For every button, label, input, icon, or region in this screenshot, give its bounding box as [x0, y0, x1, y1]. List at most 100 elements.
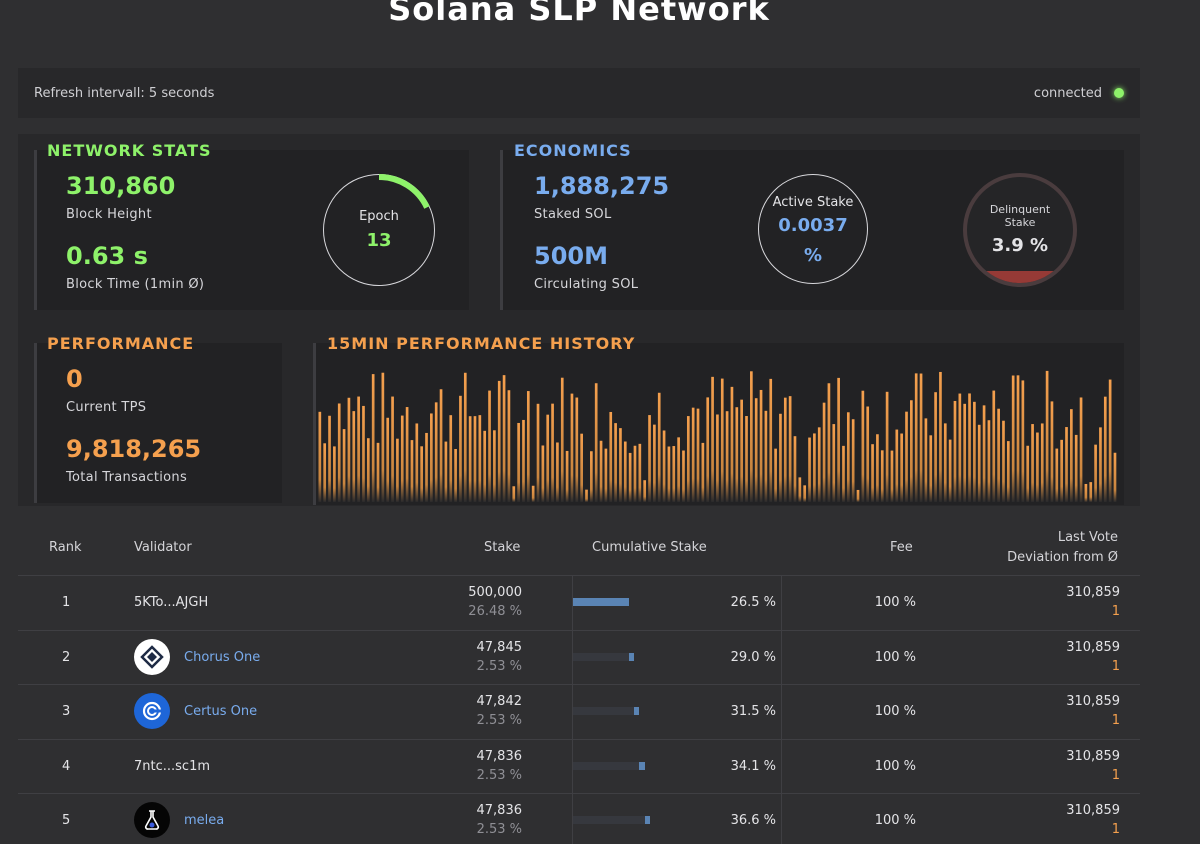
- column-divider: [781, 794, 782, 844]
- performance-history-chart: [318, 370, 1117, 502]
- cumulative-stake-bar: [573, 816, 650, 824]
- history-bar: [1079, 397, 1083, 502]
- current-tps-value: 0: [66, 365, 83, 393]
- header-stake[interactable]: Stake: [484, 540, 521, 555]
- table-row[interactable]: 3 Certus One 47,842 2.53 % 31.5 % 100 % …: [18, 684, 1140, 739]
- history-bar: [337, 403, 341, 502]
- history-bar: [478, 415, 482, 502]
- history-bar: [1040, 423, 1044, 502]
- status-bar: Refresh intervall: 5 seconds connected: [18, 68, 1140, 118]
- block-height-label: Block Height: [66, 207, 152, 222]
- history-bar: [420, 446, 423, 502]
- history-bar: [764, 410, 768, 502]
- delinquent-stake-gauge: Delinquent Stake 3.9 %: [963, 173, 1077, 287]
- header-last-vote[interactable]: Last Vote: [1057, 530, 1118, 545]
- history-bar: [599, 440, 603, 502]
- history-bar: [575, 397, 579, 502]
- history-bar: [1050, 401, 1054, 502]
- history-bar: [793, 436, 797, 502]
- history-bar: [1084, 483, 1088, 502]
- cumulative-stake-bar-segment: [633, 707, 640, 715]
- header-rank[interactable]: Rank: [49, 540, 82, 555]
- header-fee[interactable]: Fee: [890, 540, 913, 555]
- history-bar: [798, 477, 802, 502]
- performance-heading: PERFORMANCE: [47, 334, 195, 353]
- history-bar: [943, 423, 947, 502]
- rank-cell: 1: [62, 595, 71, 610]
- fee-value: 100 %: [874, 649, 916, 665]
- history-bar: [783, 397, 787, 502]
- history-bar: [880, 450, 884, 502]
- history-bar: [653, 424, 656, 502]
- history-bar: [677, 437, 680, 502]
- header-deviation[interactable]: Deviation from Ø: [1007, 550, 1118, 565]
- delinquent-stake-value: 3.9 %: [991, 235, 1049, 256]
- table-row[interactable]: 5 melea 47,836 2.53 % 36.6 % 100 % 310,8…: [18, 793, 1140, 844]
- cumulative-stake-percent: 26.5 %: [730, 595, 776, 610]
- fee-value: 100 %: [874, 758, 916, 774]
- history-bar: [580, 433, 583, 502]
- history-bar: [362, 405, 365, 502]
- history-bar: [1045, 370, 1049, 502]
- epoch-progress-arc: [378, 173, 430, 209]
- fee-value: 100 %: [874, 704, 916, 719]
- history-bar: [1026, 445, 1030, 502]
- history-bar: [463, 372, 467, 502]
- header-validator[interactable]: Validator: [134, 540, 192, 555]
- economics-heading: ECONOMICS: [514, 141, 632, 160]
- history-bar: [415, 423, 419, 502]
- history-bar: [328, 415, 331, 502]
- history-bar: [851, 419, 855, 502]
- history-bar: [410, 440, 414, 502]
- history-bar: [425, 432, 428, 502]
- history-bar: [333, 446, 336, 502]
- validator-name[interactable]: Certus One: [184, 704, 258, 719]
- history-bar: [1099, 427, 1102, 502]
- history-bar: [808, 437, 811, 502]
- history-bar: [517, 422, 520, 502]
- history-bar: [701, 442, 705, 502]
- history-bar: [628, 452, 632, 502]
- history-bar: [696, 408, 700, 502]
- history-bar: [657, 392, 661, 502]
- history-bar: [1060, 439, 1063, 502]
- column-divider: [781, 685, 782, 739]
- history-bar: [473, 416, 477, 502]
- history-bar: [619, 428, 622, 502]
- history-bar: [754, 398, 758, 502]
- history-bar: [1016, 375, 1020, 502]
- history-bar: [740, 399, 743, 502]
- history-bar: [507, 390, 511, 502]
- fee-value: 100 %: [874, 595, 916, 610]
- history-bar: [483, 430, 487, 502]
- history-bar: [856, 489, 860, 502]
- history-bar: [725, 411, 729, 502]
- validator-name[interactable]: Chorus One: [184, 649, 261, 665]
- history-bar: [546, 414, 550, 502]
- history-bar: [1103, 396, 1107, 502]
- history-bar: [459, 395, 462, 502]
- history-bar: [570, 393, 574, 502]
- header-cumulative-stake[interactable]: Cumulative Stake: [592, 540, 707, 555]
- table-row[interactable]: 2 Chorus One 47,845 2.53 % 29.0 % 100 % …: [18, 629, 1140, 685]
- history-bar: [614, 423, 617, 502]
- stake-percent: 2.53 %: [476, 767, 522, 783]
- total-transactions-value: 9,818,265: [66, 435, 202, 463]
- stake-percent: 2.53 %: [476, 822, 522, 837]
- cumulative-stake-bar-segment: [628, 652, 634, 661]
- history-bar: [876, 434, 879, 502]
- stake-percent: 2.53 %: [476, 713, 522, 728]
- history-bar: [468, 416, 472, 502]
- validator-name[interactable]: melea: [184, 813, 225, 828]
- history-bar: [1074, 434, 1078, 502]
- history-bar: [391, 396, 394, 502]
- history-bar: [817, 427, 821, 502]
- history-bar: [396, 438, 399, 502]
- history-bar: [832, 424, 836, 502]
- dashboard: NETWORK STATS 310,860 Block Height 0.63 …: [18, 134, 1140, 506]
- history-bar: [992, 390, 996, 502]
- table-row[interactable]: 1 5KTo...AJGH 500,000 26.48 % 26.5 % 100…: [18, 575, 1140, 630]
- history-bar: [682, 450, 685, 502]
- table-row[interactable]: 4 7ntc...sc1m 47,836 2.53 % 34.1 % 100 %…: [18, 738, 1140, 794]
- history-bar: [541, 445, 545, 502]
